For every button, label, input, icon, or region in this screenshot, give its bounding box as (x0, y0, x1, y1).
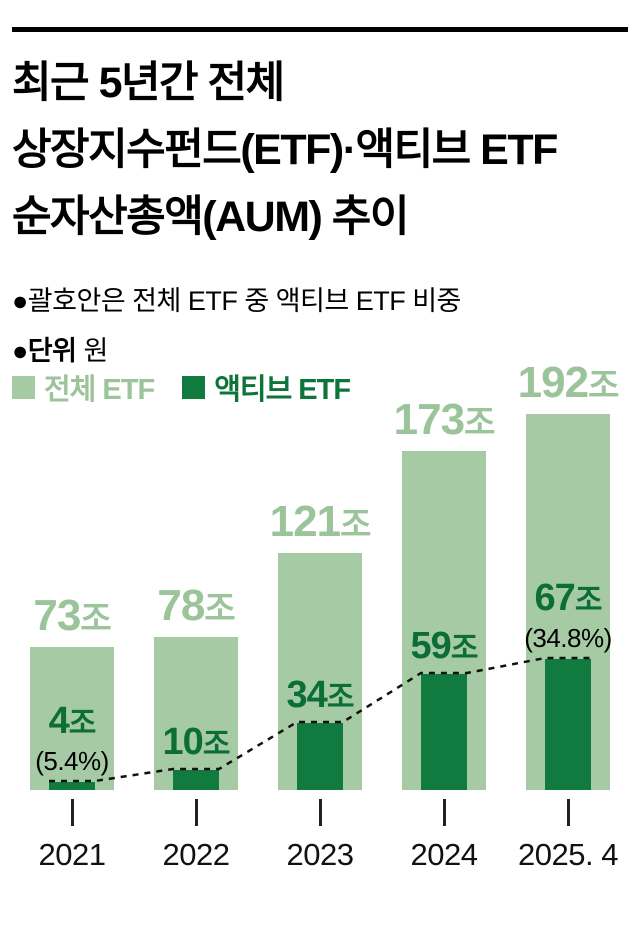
bar-group: 78조 10조 (134, 400, 258, 790)
active-value-label: 67조 (34.8%) (486, 578, 640, 653)
bracket-note: ●괄호안은 전체 ETF 중 액티브 ETF 비중 (12, 286, 461, 316)
total-value-label: 173조 (393, 395, 496, 444)
unit-note: ●단위 원 (12, 329, 108, 368)
active-etf-swatch-icon (182, 375, 206, 399)
axis-year-label: 2023 (286, 837, 354, 872)
active-etf-bar (545, 659, 591, 790)
axis-year-label: 2022 (162, 837, 230, 872)
unit-note-rest: 원 (76, 336, 109, 366)
active-value-label: 34조 (286, 674, 355, 717)
active-etf-bar (49, 782, 95, 790)
chart-title-line-3: 순자산총액(AUM) 추이 (12, 193, 409, 242)
legend-label-active: 액티브 ETF (214, 374, 351, 406)
total-value-label: 192조 (517, 358, 620, 407)
axis-tick (442, 799, 446, 826)
legend: 전체 ETF 액티브 ETF (12, 366, 378, 408)
axis-tick (566, 799, 570, 826)
active-etf-bar (173, 770, 219, 790)
top-divider-rule (12, 27, 628, 32)
total-value-label: 121조 (269, 497, 372, 546)
axis-tick (318, 799, 322, 826)
axis-year-label: 2025. 4 (518, 837, 618, 872)
chart-title-line-1: 최근 5년간 전체 (12, 59, 285, 107)
active-value-label: 10조 (162, 721, 231, 764)
active-share-label: (34.8%) (524, 622, 612, 653)
chart-title-line-2: 상장지수펀드(ETF)·액티브 ETF (12, 126, 558, 175)
bar-group: 192조 67조 (34.8%) (506, 361, 630, 790)
active-etf-bar (297, 723, 343, 790)
axis-tick (194, 799, 198, 826)
total-etf-bar (154, 637, 238, 790)
axis-tick (70, 799, 74, 826)
bar-chart: 73조 4조 (5.4%) 78조 10조 121조 34조 173조 59조 192조 67조 (3… (10, 361, 630, 790)
axis-year-label: 2021 (38, 837, 106, 872)
legend-item-total-etf: 전체 ETF (12, 366, 155, 408)
legend-item-active-etf: 액티브 ETF (182, 366, 351, 408)
total-value-label: 73조 (33, 591, 111, 640)
legend-label-total: 전체 ETF (44, 374, 155, 406)
unit-note-bold: ●단위 (12, 336, 77, 366)
total-etf-swatch-icon (12, 375, 35, 399)
x-axis: 2021 2022 2023 2024 2025. 4 (10, 793, 630, 888)
active-etf-bar (421, 674, 467, 790)
total-value-label: 78조 (157, 581, 235, 630)
chart-title: 최근 5년간 전체 상장지수펀드(ETF)·액티브 ETF 순자산총액(AUM)… (12, 50, 628, 251)
axis-year-label: 2024 (410, 837, 478, 872)
